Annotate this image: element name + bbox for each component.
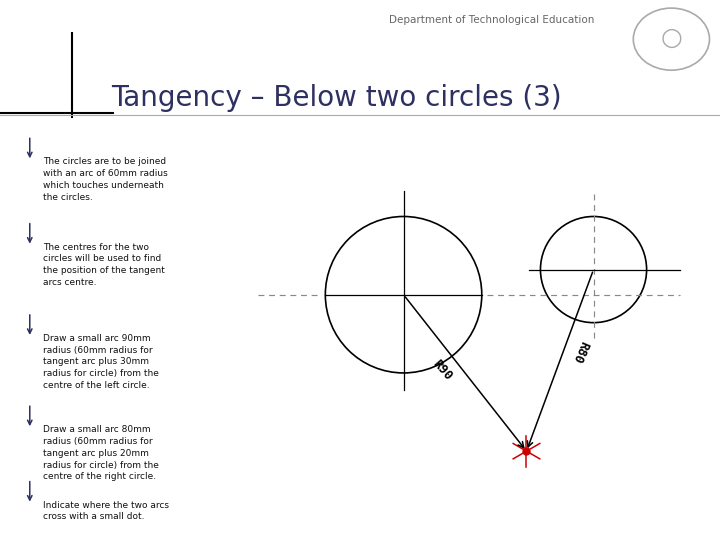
Text: The centres for the two
circles will be used to find
the position of the tangent: The centres for the two circles will be …	[43, 242, 165, 287]
Text: The circles are to be joined
with an arc of 60mm radius
which touches underneath: The circles are to be joined with an arc…	[43, 157, 168, 201]
Text: Indicate where the two arcs
cross with a small dot.: Indicate where the two arcs cross with a…	[43, 501, 169, 521]
Text: Draw a small arc 80mm
radius (60mm radius for
tangent arc plus 20mm
radius for c: Draw a small arc 80mm radius (60mm radiu…	[43, 425, 159, 481]
Text: ○: ○	[660, 26, 683, 50]
Text: Tangency – Below two circles (3): Tangency – Below two circles (3)	[112, 84, 562, 112]
Text: Draw a small arc 90mm
radius (60mm radius for
tangent arc plus 30mm
radius for c: Draw a small arc 90mm radius (60mm radiu…	[43, 334, 159, 390]
Text: R80: R80	[569, 339, 590, 365]
Text: R90: R90	[431, 357, 455, 383]
Text: Department of Technological Education: Department of Technological Education	[389, 15, 594, 25]
